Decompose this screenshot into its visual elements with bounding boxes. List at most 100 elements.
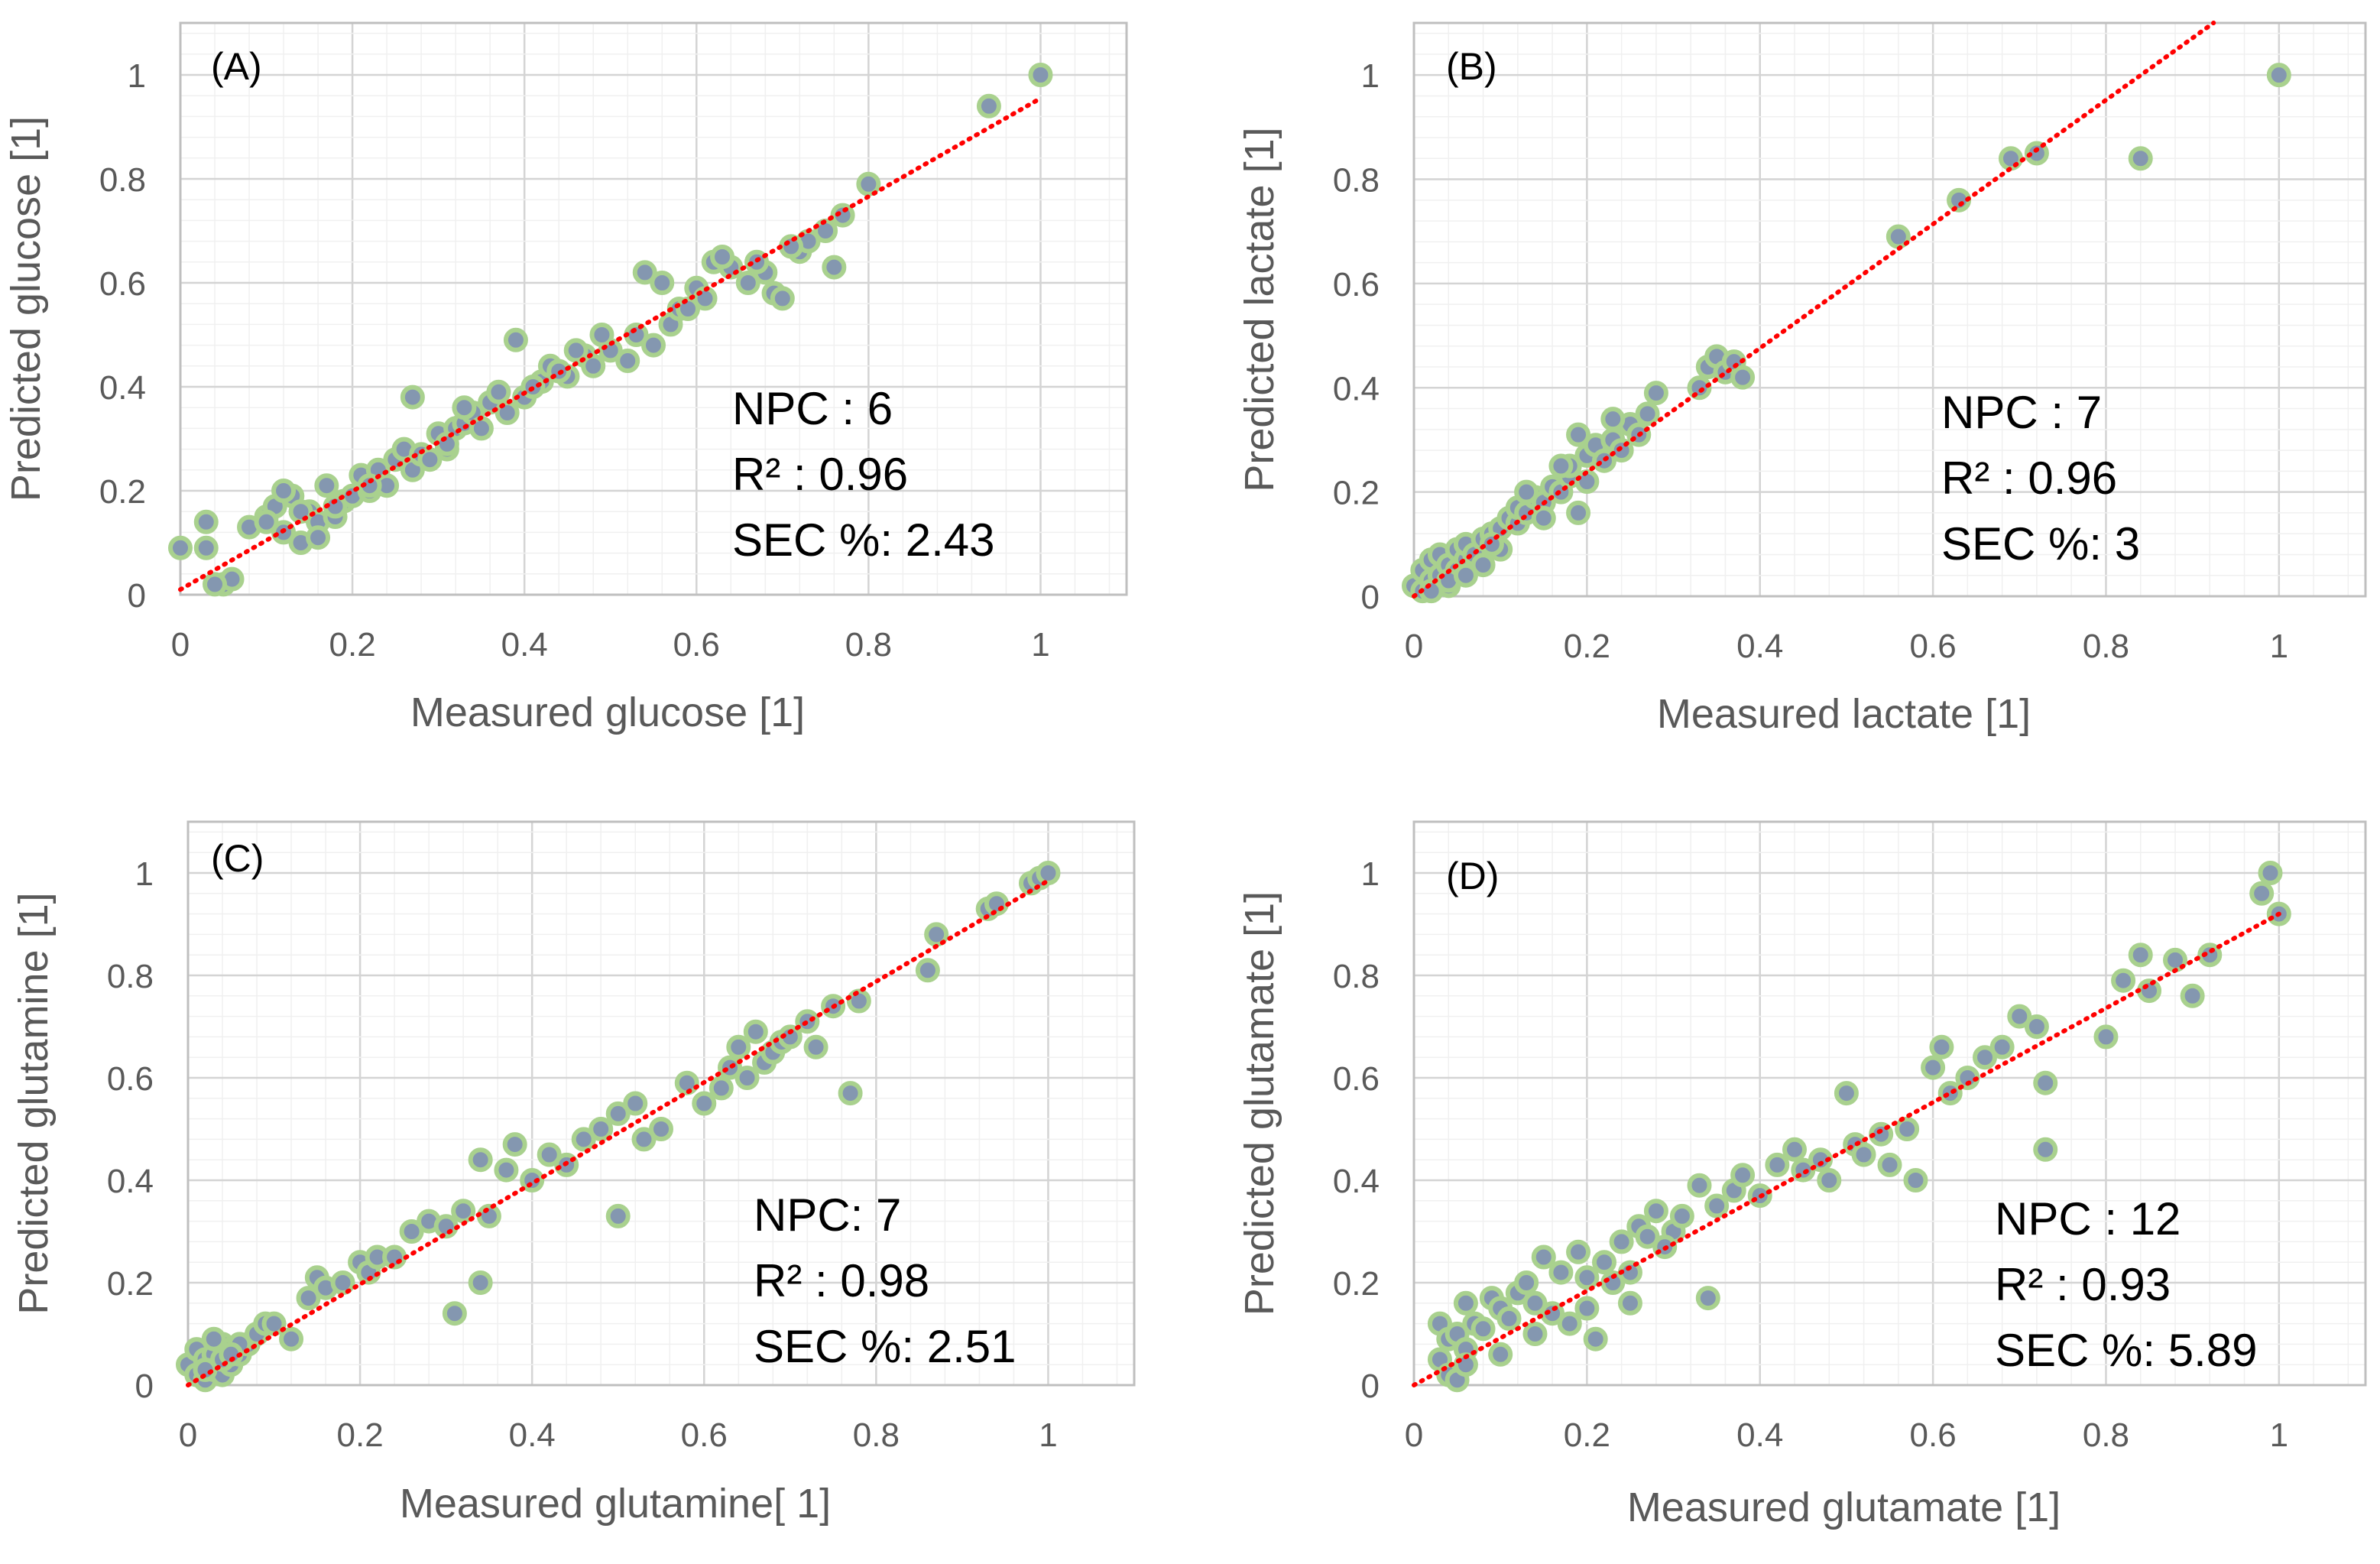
- plot-frame: [179, 21, 1128, 596]
- data-point: [1937, 1081, 1963, 1106]
- data-point: [330, 1270, 355, 1295]
- data-point: [1989, 1034, 2015, 1059]
- y-tick-label: 0: [128, 577, 146, 615]
- data-point: [1973, 1045, 1997, 1070]
- data-point: [503, 327, 528, 352]
- data-point: [1548, 453, 1574, 479]
- stat-r2: R² : 0.96: [1941, 453, 2117, 504]
- data-point: [2137, 978, 2162, 1004]
- y-tick-label: 0.8: [1333, 162, 1380, 200]
- data-point: [1453, 563, 1478, 588]
- x-tick-label: 1: [1039, 1416, 1057, 1454]
- data-points: [176, 861, 1061, 1393]
- y-tick-label: 0.4: [1333, 370, 1380, 407]
- data-point: [1817, 1168, 1842, 1192]
- x-tick-label: 0.8: [2083, 1416, 2129, 1454]
- data-point: [838, 1081, 863, 1106]
- data-point: [1635, 401, 1660, 427]
- trendline: [186, 878, 1051, 1387]
- data-point: [451, 1199, 476, 1224]
- data-point: [632, 260, 657, 285]
- x-tick-label: 0.2: [337, 1416, 384, 1454]
- data-point: [813, 219, 838, 243]
- data-point: [2180, 983, 2205, 1008]
- stat-sec: SEC %: 2.51: [754, 1321, 1017, 1372]
- data-point: [743, 1019, 768, 1044]
- data-points: [1427, 861, 2291, 1393]
- y-tick-label: 0.2: [1333, 475, 1380, 512]
- x-tick-label: 0.6: [681, 1416, 728, 1454]
- data-point: [1834, 1081, 1859, 1106]
- data-point: [2033, 1137, 2058, 1162]
- y-tick-label: 0.6: [99, 265, 146, 303]
- y-tick-label: 0.4: [1333, 1163, 1380, 1200]
- data-point: [708, 1076, 734, 1101]
- data-point: [2249, 881, 2275, 906]
- plot-frame: [186, 820, 1136, 1387]
- stat-r2: R² : 0.93: [1995, 1259, 2171, 1310]
- y-axis-title: Predicted glucose [1]: [3, 116, 49, 501]
- y-tick-label: 0.8: [1333, 958, 1380, 995]
- data-point: [494, 1157, 519, 1183]
- data-point: [1531, 505, 1556, 531]
- data-point: [382, 1244, 407, 1270]
- x-tick-label: 0.6: [673, 626, 720, 664]
- y-tick-label: 0: [135, 1368, 154, 1405]
- data-point: [777, 1024, 803, 1050]
- y-tick-label: 0.2: [1333, 1265, 1380, 1303]
- y-tick-label: 1: [135, 855, 154, 893]
- data-point: [1704, 1193, 1730, 1218]
- x-tick-label: 0.8: [845, 626, 892, 664]
- x-tick-label: 0.8: [2083, 628, 2129, 665]
- data-point: [1514, 1270, 1539, 1295]
- stat-npc: NPC: 7: [754, 1189, 901, 1241]
- panel-label: (D): [1446, 855, 1499, 897]
- data-point: [735, 271, 760, 295]
- data-point: [581, 353, 606, 378]
- stat-r2: R² : 0.98: [754, 1255, 929, 1306]
- data-point: [357, 473, 382, 498]
- data-point: [400, 385, 425, 410]
- data-point: [1903, 1168, 1928, 1192]
- data-point: [1488, 1342, 1513, 1367]
- data-point: [468, 1270, 493, 1295]
- data-point: [1730, 365, 1756, 390]
- x-tick-label: 0: [171, 626, 190, 664]
- data-point: [2093, 1024, 2119, 1050]
- y-tick-label: 0.6: [1333, 266, 1380, 303]
- data-point: [203, 572, 228, 597]
- data-point: [856, 171, 881, 196]
- y-tick-label: 0.6: [1333, 1060, 1380, 1098]
- data-point: [1617, 1290, 1642, 1316]
- x-tick-label: 0.2: [1564, 1416, 1610, 1454]
- data-point: [193, 535, 219, 560]
- data-point: [193, 509, 219, 534]
- data-point: [1566, 500, 1591, 525]
- plot-frame: [1412, 820, 2367, 1387]
- data-point: [589, 323, 614, 347]
- data-point: [486, 379, 511, 404]
- data-point: [1514, 479, 1539, 505]
- stat-sec: SEC %: 5.89: [1995, 1325, 2258, 1376]
- data-point: [2111, 968, 2136, 993]
- stat-npc: NPC : 7: [1941, 387, 2102, 438]
- data-point: [726, 1034, 751, 1059]
- data-point: [1531, 1244, 1556, 1270]
- data-point: [984, 891, 1009, 917]
- data-point: [2258, 861, 2283, 885]
- data-point: [641, 333, 666, 358]
- x-tick-label: 0.6: [1910, 628, 1957, 665]
- data-point: [1522, 1322, 1548, 1346]
- y-tick-label: 0: [1361, 579, 1380, 616]
- data-point: [623, 1091, 648, 1116]
- y-tick-label: 0.8: [99, 161, 146, 199]
- data-point: [2024, 141, 2049, 166]
- data-point: [306, 525, 331, 550]
- grid: [1412, 822, 2365, 1387]
- x-tick-label: 0.4: [1736, 1416, 1783, 1454]
- panel-label: (C): [211, 837, 264, 880]
- data-point: [631, 1127, 657, 1152]
- x-tick-label: 1: [2270, 1416, 2288, 1454]
- data-point: [1643, 381, 1668, 406]
